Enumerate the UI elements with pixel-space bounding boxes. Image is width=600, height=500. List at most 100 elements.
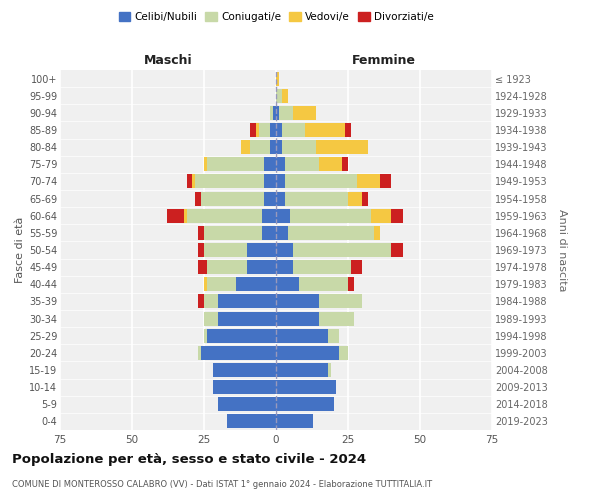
Bar [236,278,276,291]
Bar [293,243,391,257]
Bar [204,294,218,308]
Bar [256,123,259,137]
Bar [276,174,284,188]
Bar [273,106,276,120]
Bar [319,312,354,326]
Bar [284,192,348,205]
Bar [345,123,351,137]
Bar [204,328,207,342]
Text: Femmine: Femmine [352,54,416,66]
Bar [207,278,236,291]
Bar [259,123,270,137]
Bar [299,278,348,291]
Bar [207,158,265,172]
Bar [198,260,207,274]
Bar [218,398,276,411]
Bar [218,294,276,308]
Bar [265,158,276,172]
Bar [348,278,354,291]
Bar [198,294,204,308]
Bar [276,260,293,274]
Bar [356,174,380,188]
Legend: Celibi/Nubili, Coniugati/e, Vedovi/e, Divorziati/e: Celibi/Nubili, Coniugati/e, Vedovi/e, Di… [115,8,437,26]
Bar [340,346,348,360]
Bar [276,208,290,222]
Bar [391,243,403,257]
Bar [276,312,319,326]
Bar [198,243,204,257]
Bar [276,414,313,428]
Bar [204,312,218,326]
Bar [270,106,273,120]
Bar [282,88,287,102]
Bar [276,226,287,240]
Bar [204,243,247,257]
Bar [196,174,265,188]
Bar [282,140,316,154]
Bar [167,208,184,222]
Bar [204,278,207,291]
Bar [276,346,340,360]
Text: Popolazione per età, sesso e stato civile - 2024: Popolazione per età, sesso e stato civil… [12,452,366,466]
Bar [276,72,279,86]
Bar [207,260,247,274]
Bar [262,208,276,222]
Bar [276,243,293,257]
Bar [371,208,391,222]
Bar [196,192,201,205]
Bar [204,158,207,172]
Bar [187,208,262,222]
Bar [305,123,345,137]
Bar [265,192,276,205]
Bar [250,140,270,154]
Bar [198,346,201,360]
Bar [351,260,362,274]
Bar [276,158,284,172]
Bar [241,140,250,154]
Bar [270,123,276,137]
Bar [276,328,328,342]
Bar [276,294,319,308]
Bar [284,158,319,172]
Bar [362,192,368,205]
Bar [348,192,362,205]
Bar [328,328,340,342]
Bar [276,106,279,120]
Bar [282,123,305,137]
Bar [270,140,276,154]
Bar [201,346,276,360]
Bar [247,243,276,257]
Bar [250,123,256,137]
Bar [265,174,276,188]
Bar [227,414,276,428]
Bar [204,226,262,240]
Bar [319,294,362,308]
Bar [276,380,337,394]
Bar [287,226,374,240]
Bar [207,328,276,342]
Bar [187,174,193,188]
Bar [276,88,282,102]
Bar [279,106,293,120]
Bar [276,140,282,154]
Bar [212,363,276,377]
Bar [184,208,187,222]
Bar [293,260,351,274]
Bar [380,174,391,188]
Bar [284,174,356,188]
Bar [201,192,265,205]
Bar [198,226,204,240]
Text: COMUNE DI MONTEROSSO CALABRO (VV) - Dati ISTAT 1° gennaio 2024 - Elaborazione TU: COMUNE DI MONTEROSSO CALABRO (VV) - Dati… [12,480,432,489]
Bar [218,312,276,326]
Bar [276,278,299,291]
Bar [276,123,282,137]
Bar [293,106,316,120]
Bar [262,226,276,240]
Bar [328,363,331,377]
Bar [247,260,276,274]
Bar [276,363,328,377]
Bar [374,226,380,240]
Bar [391,208,403,222]
Bar [316,140,368,154]
Bar [290,208,371,222]
